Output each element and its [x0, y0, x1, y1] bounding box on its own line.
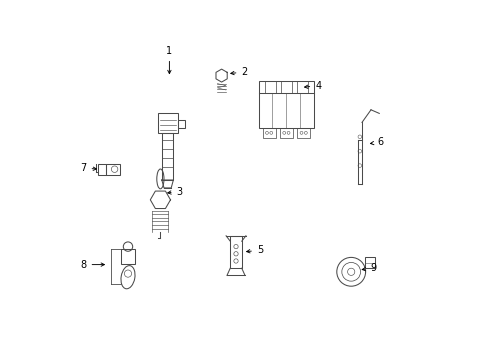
Text: 7: 7 — [80, 163, 97, 173]
Bar — [281, 81, 292, 93]
Text: 8: 8 — [80, 260, 104, 270]
Bar — [297, 128, 310, 138]
Bar — [280, 128, 293, 138]
Text: 9: 9 — [362, 263, 376, 273]
Bar — [365, 257, 375, 268]
Bar — [162, 133, 173, 180]
Text: 6: 6 — [370, 137, 384, 147]
Bar — [106, 164, 120, 175]
Bar — [177, 120, 185, 128]
Text: 5: 5 — [246, 245, 263, 255]
Bar — [265, 81, 275, 93]
Bar — [263, 128, 275, 138]
Bar — [98, 164, 106, 175]
Bar — [158, 113, 177, 133]
Bar — [230, 236, 242, 268]
Text: 3: 3 — [168, 186, 183, 197]
Text: 4: 4 — [305, 81, 321, 91]
Bar — [259, 81, 314, 128]
Bar — [297, 81, 308, 93]
Text: 1: 1 — [166, 46, 172, 73]
Text: 2: 2 — [231, 67, 247, 77]
Bar — [121, 249, 135, 264]
